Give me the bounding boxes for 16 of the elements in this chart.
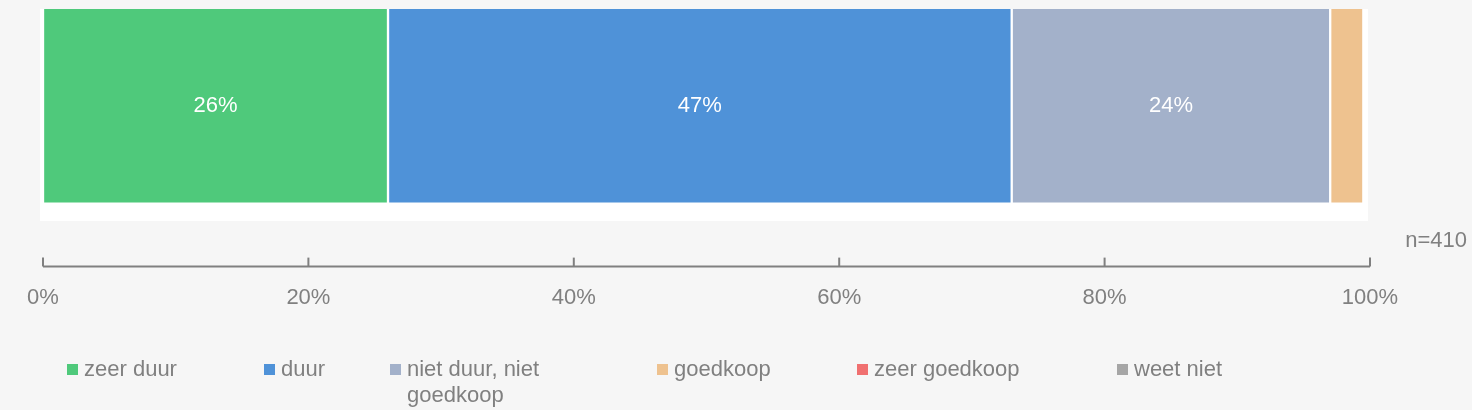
data-label: 26% xyxy=(193,91,238,117)
legend-label: zeer duur xyxy=(84,356,177,382)
x-tick-label: 20% xyxy=(286,283,331,309)
x-tick-label: 100% xyxy=(1341,283,1399,309)
x-tick-label: 80% xyxy=(1082,283,1127,309)
x-tick-label: 60% xyxy=(817,283,862,309)
data-label: 47% xyxy=(677,91,722,117)
legend-label: weet niet xyxy=(1134,356,1223,382)
data-label: 24% xyxy=(1148,91,1193,117)
legend-label: niet duur, niet goedkoop xyxy=(407,356,541,408)
legend-label: goedkoop xyxy=(674,356,771,382)
x-tick-label: 40% xyxy=(551,283,596,309)
legend-label: duur xyxy=(281,356,326,382)
text: n=410 xyxy=(1405,227,1467,253)
x-tick-label: 0% xyxy=(27,283,59,309)
legend-label: zeer goedkoop xyxy=(874,356,1020,382)
